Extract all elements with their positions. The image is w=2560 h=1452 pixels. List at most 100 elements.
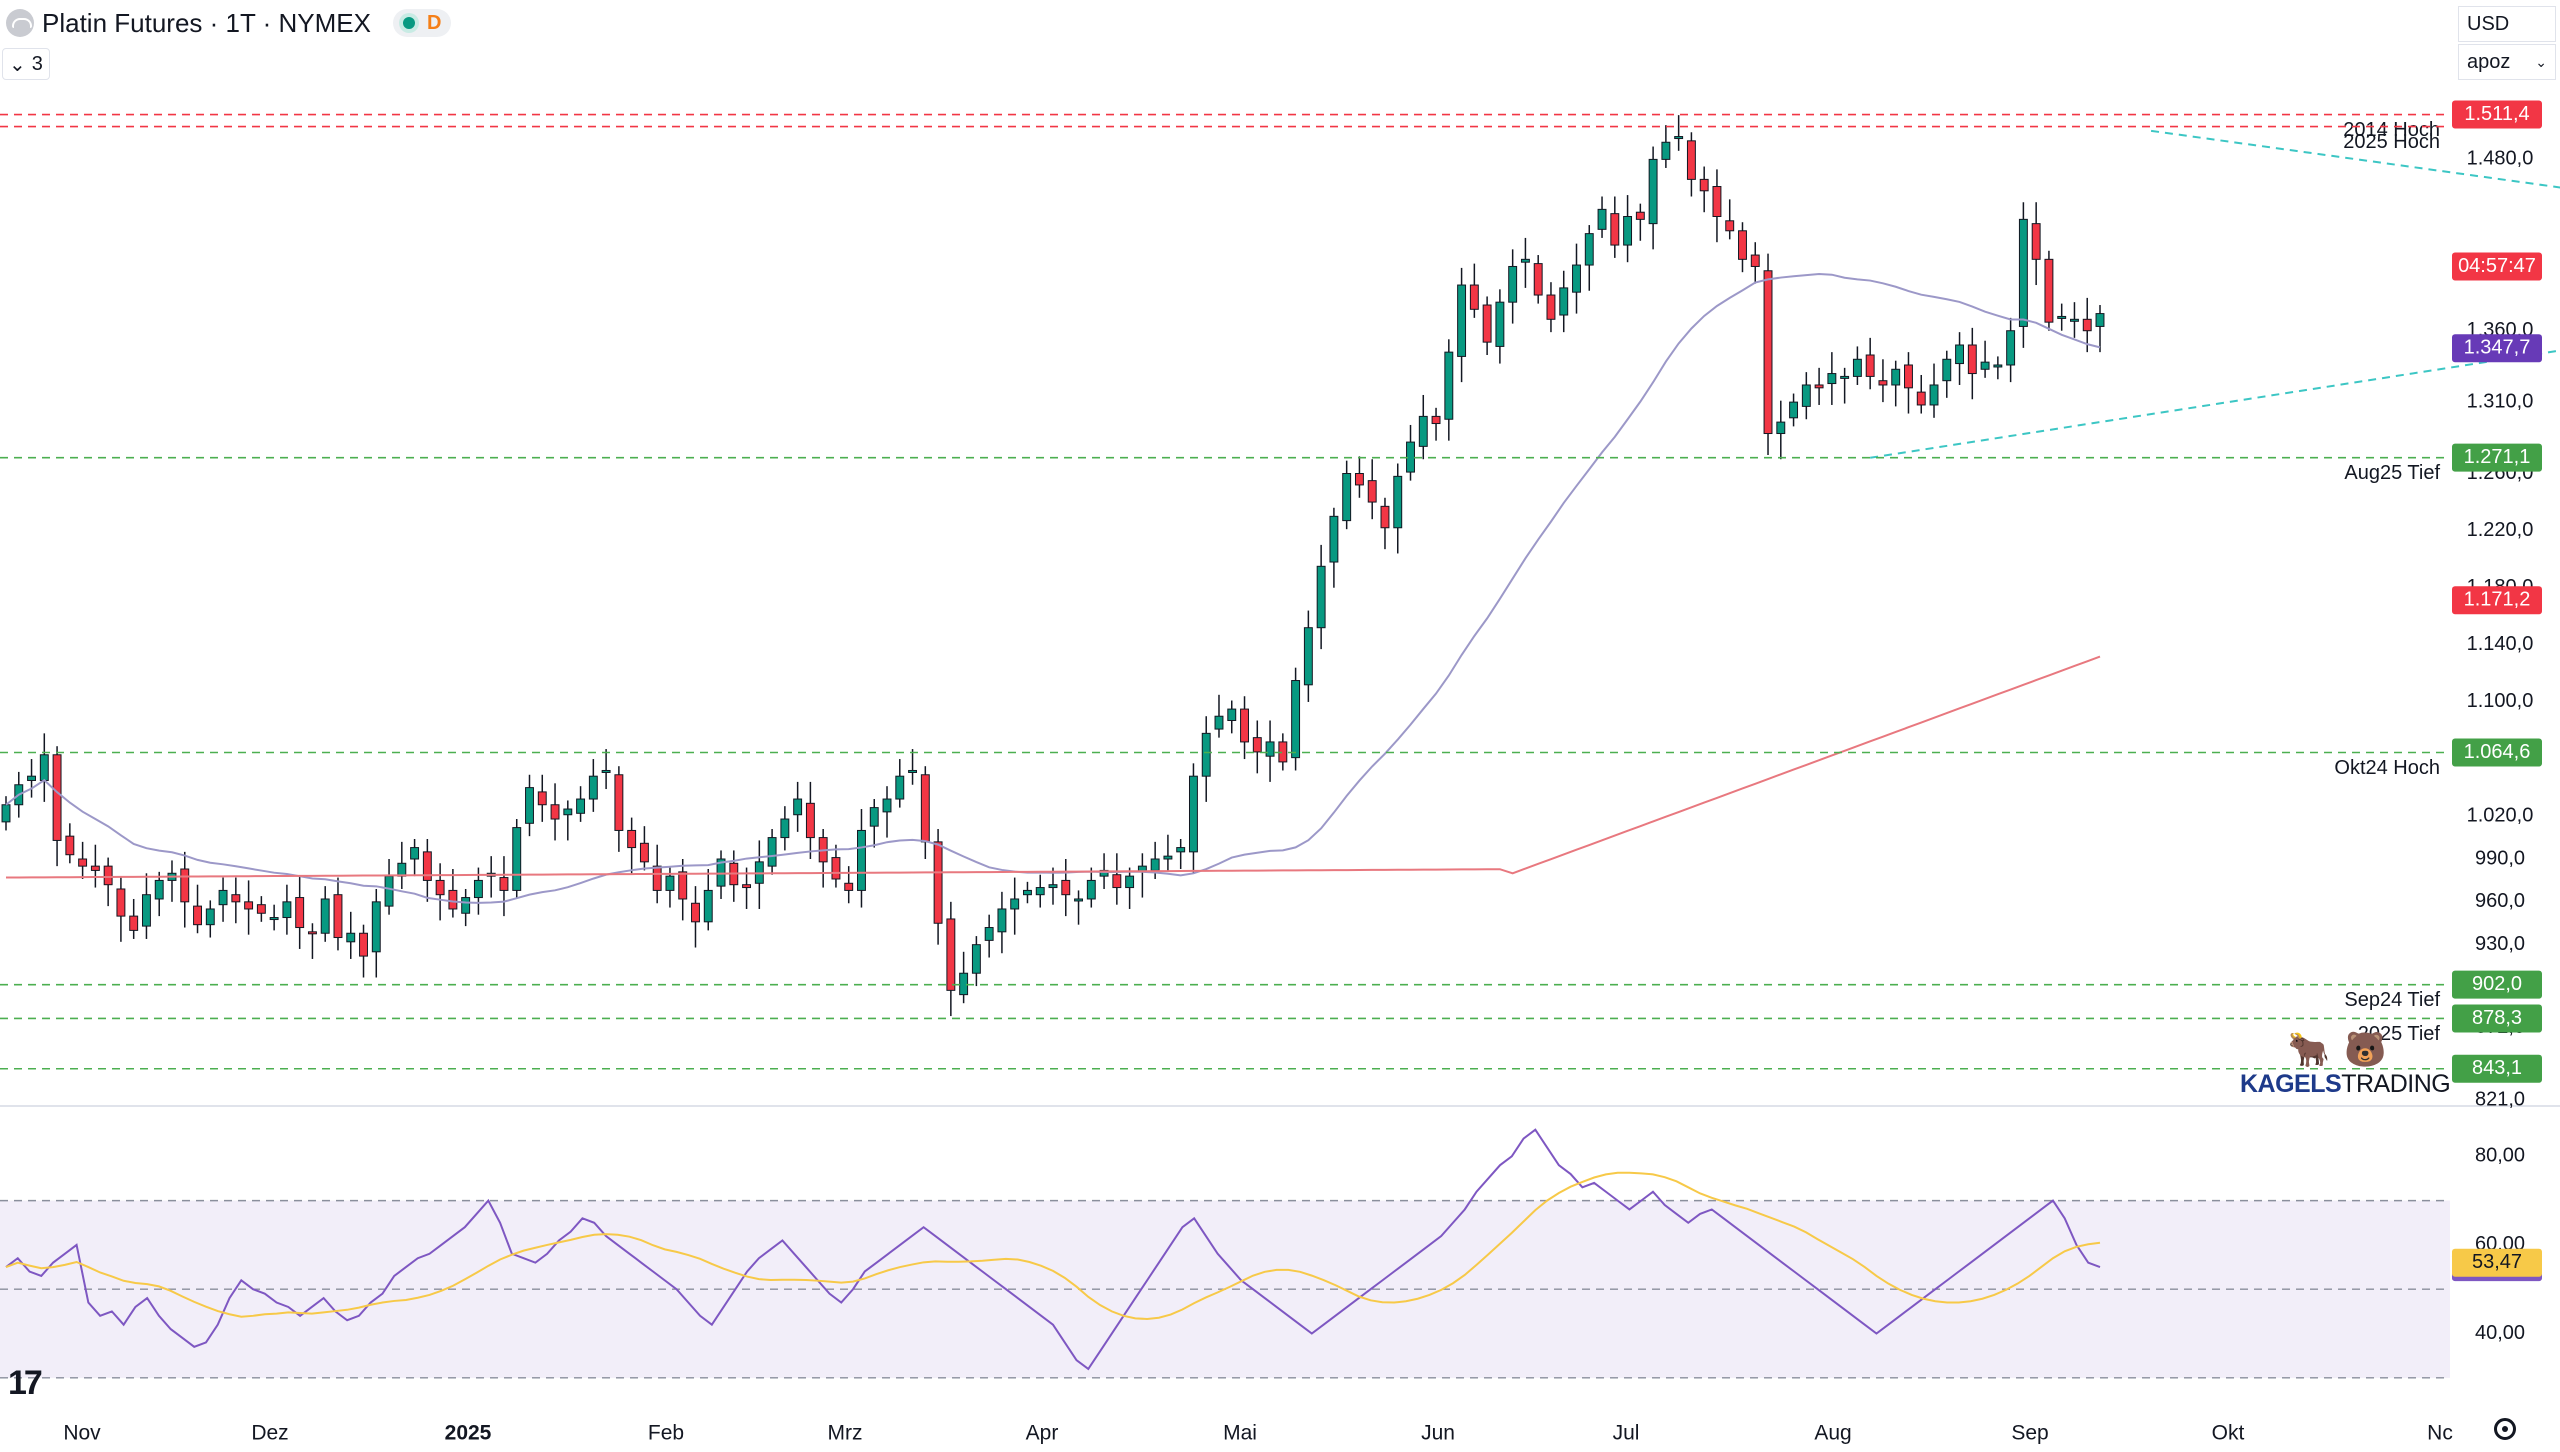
- candle-body[interactable]: [78, 858, 88, 867]
- candle-body[interactable]: [1508, 265, 1518, 303]
- candle-body[interactable]: [767, 837, 777, 867]
- candle-body[interactable]: [869, 807, 879, 827]
- candle-body[interactable]: [244, 901, 254, 910]
- candle-body[interactable]: [2044, 258, 2054, 323]
- candle-body[interactable]: [1380, 505, 1390, 529]
- scale-mode-select[interactable]: apoz ⌄: [2458, 44, 2556, 80]
- candle-body[interactable]: [282, 901, 292, 919]
- candle-body[interactable]: [1023, 889, 1032, 896]
- candle-body[interactable]: [1840, 375, 1850, 379]
- candle-body[interactable]: [1852, 358, 1862, 377]
- candle-body[interactable]: [1520, 258, 1530, 263]
- candle-body[interactable]: [882, 798, 892, 813]
- candle-body[interactable]: [1738, 230, 1747, 260]
- candle-body[interactable]: [1865, 354, 1875, 377]
- candle-body[interactable]: [231, 894, 241, 903]
- candle-body[interactable]: [1967, 344, 1977, 375]
- candle-body[interactable]: [295, 897, 305, 929]
- candle-body[interactable]: [984, 927, 994, 941]
- candle-body[interactable]: [2057, 315, 2067, 319]
- candle-body[interactable]: [652, 865, 662, 891]
- candle-body[interactable]: [473, 879, 483, 899]
- candle-body[interactable]: [1252, 737, 1262, 753]
- candle-body[interactable]: [1074, 898, 1083, 902]
- market-status[interactable]: D: [392, 9, 452, 37]
- candle-body[interactable]: [397, 862, 407, 877]
- candle-body[interactable]: [1648, 158, 1658, 225]
- candle-body[interactable]: [103, 865, 113, 886]
- candle-body[interactable]: [933, 841, 943, 924]
- candle-body[interactable]: [448, 889, 458, 910]
- candle-body[interactable]: [1354, 473, 1364, 486]
- candle-body[interactable]: [1418, 415, 1428, 447]
- candle-body[interactable]: [1891, 368, 1901, 386]
- candle-body[interactable]: [1955, 344, 1965, 365]
- candle-body[interactable]: [2031, 223, 2041, 260]
- candle-body[interactable]: [435, 879, 445, 896]
- candle-body[interactable]: [1610, 213, 1620, 246]
- candle-body[interactable]: [1635, 211, 1645, 220]
- candle-body[interactable]: [1533, 263, 1543, 296]
- candle-body[interactable]: [1916, 391, 1926, 406]
- candle-body[interactable]: [1661, 141, 1671, 160]
- tradingview-logo[interactable]: 17: [8, 1364, 43, 1402]
- candle-body[interactable]: [218, 889, 228, 906]
- candle-body[interactable]: [576, 798, 586, 814]
- candle-body[interactable]: [601, 769, 611, 773]
- candle-body[interactable]: [665, 875, 675, 891]
- candle-body[interactable]: [627, 829, 637, 849]
- candle-body[interactable]: [639, 842, 649, 863]
- candle-body[interactable]: [1035, 887, 1045, 896]
- candle-body[interactable]: [857, 829, 866, 891]
- candle-body[interactable]: [588, 775, 598, 800]
- candle-body[interactable]: [1814, 384, 1824, 389]
- candle-body[interactable]: [1495, 301, 1505, 347]
- candle-body[interactable]: [52, 754, 62, 841]
- candle-body[interactable]: [1597, 208, 1607, 230]
- candle-body[interactable]: [831, 857, 841, 880]
- candle-body[interactable]: [1342, 473, 1352, 522]
- candle-body[interactable]: [895, 775, 905, 800]
- candle-body[interactable]: [1725, 220, 1735, 232]
- candle-body[interactable]: [1789, 401, 1799, 419]
- candle-body[interactable]: [1942, 358, 1952, 382]
- candle-body[interactable]: [90, 865, 100, 871]
- candle-body[interactable]: [844, 882, 854, 891]
- candle-body[interactable]: [1303, 627, 1313, 686]
- candle-body[interactable]: [1329, 515, 1339, 563]
- candle-body[interactable]: [908, 769, 918, 773]
- candle-body[interactable]: [371, 901, 381, 953]
- candle-body[interactable]: [563, 808, 573, 816]
- candle-body[interactable]: [193, 905, 202, 926]
- candle-body[interactable]: [1763, 270, 1773, 435]
- candle-body[interactable]: [805, 802, 815, 839]
- candle-body[interactable]: [269, 917, 279, 921]
- candle-body[interactable]: [1572, 264, 1581, 293]
- candle-body[interactable]: [1150, 858, 1160, 871]
- candle-body[interactable]: [180, 868, 190, 903]
- candle-body[interactable]: [1750, 254, 1760, 267]
- candle-body[interactable]: [1214, 715, 1224, 730]
- candle-body[interactable]: [1457, 284, 1467, 357]
- candle-body[interactable]: [1827, 373, 1837, 385]
- candle-body[interactable]: [1393, 475, 1403, 529]
- candle-body[interactable]: [1993, 364, 2003, 368]
- candle-body[interactable]: [2018, 218, 2028, 327]
- candle-body[interactable]: [1086, 879, 1096, 900]
- candle-body[interactable]: [525, 787, 534, 824]
- candle-body[interactable]: [1201, 732, 1211, 777]
- candle-body[interactable]: [2006, 330, 2016, 366]
- candle-body[interactable]: [678, 871, 688, 900]
- candle-body[interactable]: [946, 918, 956, 991]
- candle-body[interactable]: [691, 902, 700, 923]
- candle-body[interactable]: [1010, 898, 1020, 910]
- candle-body[interactable]: [1444, 351, 1454, 420]
- candle-body[interactable]: [2082, 318, 2092, 332]
- candle-body[interactable]: [384, 875, 394, 907]
- candle-body[interactable]: [116, 888, 126, 917]
- candle-body[interactable]: [1546, 294, 1556, 320]
- candle-body[interactable]: [141, 894, 151, 927]
- candle-body[interactable]: [1674, 136, 1684, 140]
- candle-body[interactable]: [1227, 708, 1237, 722]
- candle-body[interactable]: [1188, 775, 1198, 853]
